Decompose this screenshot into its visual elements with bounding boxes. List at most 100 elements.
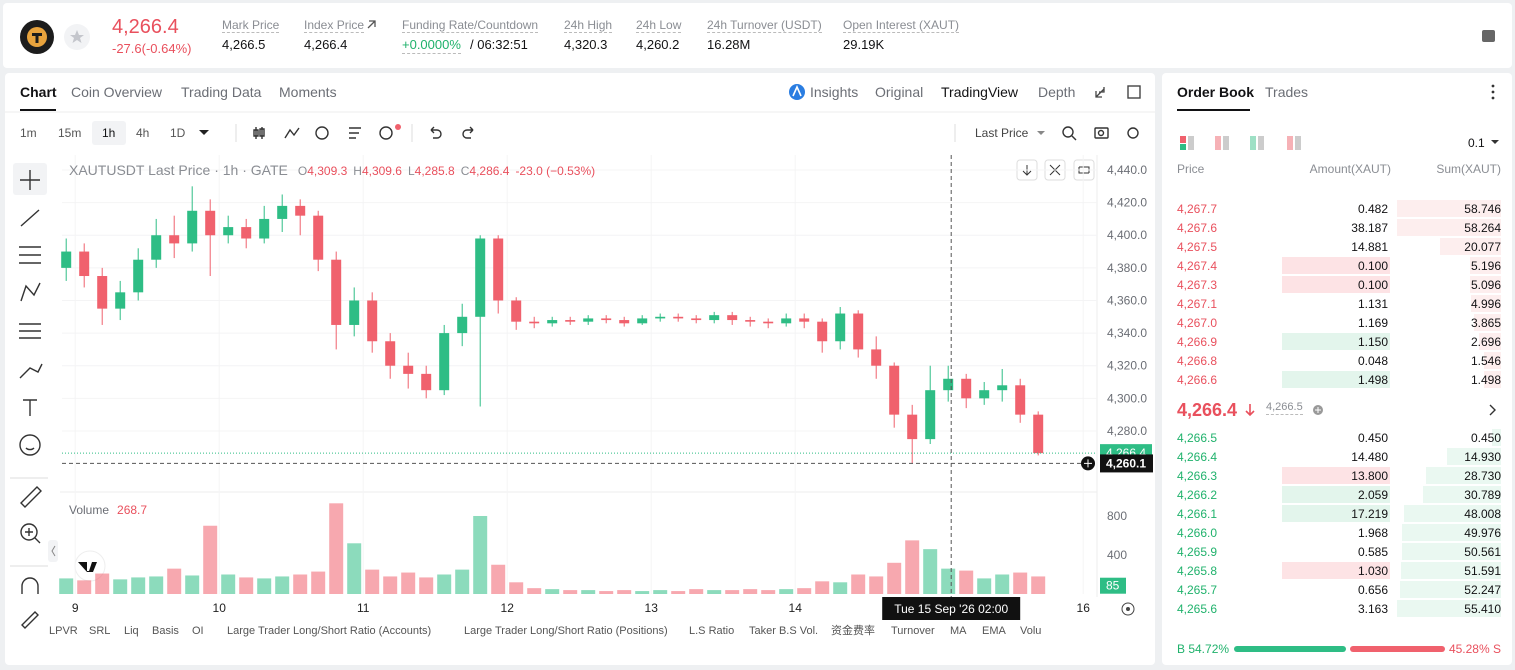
- volume-bar: [149, 576, 164, 594]
- candle-body: [799, 318, 810, 322]
- ohlc-value: 4,286.4: [469, 164, 509, 178]
- stat-label[interactable]: 24h Low: [636, 18, 682, 33]
- ob-sum: 4.996: [1470, 297, 1501, 311]
- ob-amount: 1.498: [1357, 373, 1388, 387]
- volume-bar: [959, 570, 974, 594]
- volume-bar: [419, 577, 434, 594]
- ob-amount: 1.131: [1357, 297, 1388, 311]
- ob-mark-price: 4,266.5: [1266, 401, 1303, 415]
- candle-body: [97, 276, 108, 309]
- amount-flash: [1282, 467, 1390, 484]
- indicator-tab[interactable]: 资金费率: [831, 625, 875, 637]
- indicator-tab[interactable]: MA: [950, 625, 967, 637]
- volume-bar: [563, 590, 578, 594]
- interval[interactable]: 1D: [170, 126, 186, 140]
- indicator-tab[interactable]: L.S Ratio: [689, 625, 735, 637]
- candle-body: [907, 414, 918, 440]
- stat-label[interactable]: Open Interest (XAUT): [843, 18, 960, 33]
- price-change: -27.6(-0.64%): [112, 41, 192, 56]
- indicator-tab[interactable]: Large Trader Long/Short Ratio (Positions…: [464, 625, 668, 637]
- indicator-tab[interactable]: Liq: [124, 625, 139, 637]
- depth-bar: [1484, 371, 1501, 388]
- indicator-tab[interactable]: LPVR: [49, 625, 78, 637]
- indicator-tab[interactable]: Large Trader Long/Short Ratio (Accounts): [227, 625, 432, 637]
- ob-sum: 5.096: [1470, 278, 1501, 292]
- ob-sum: 52.247: [1464, 583, 1501, 597]
- ob-amount: 0.585: [1357, 545, 1388, 559]
- chart-tab[interactable]: Coin Overview: [71, 84, 163, 100]
- ob-sum: 0.450: [1470, 431, 1501, 445]
- ob-sum: 3.865: [1470, 316, 1501, 330]
- volume-bar: [815, 581, 830, 594]
- x-tick-label: 9: [72, 601, 79, 615]
- stat-label[interactable]: 24h High: [564, 18, 613, 33]
- indicator-tab[interactable]: Turnover: [891, 625, 935, 637]
- crosshair-price-label: 4,260.1: [1106, 456, 1146, 470]
- precision[interactable]: 0.1: [1468, 136, 1485, 150]
- candle-body: [835, 313, 846, 342]
- ob-amount: 0.100: [1357, 259, 1388, 273]
- indicator-tab[interactable]: SRL: [89, 625, 111, 637]
- indicator-tab[interactable]: Taker B.S Vol.: [749, 625, 819, 637]
- volume-bar: [473, 515, 488, 594]
- depth-bar: [1397, 200, 1501, 217]
- ob-sum: 50.561: [1464, 545, 1501, 559]
- indicator-tab[interactable]: Basis: [152, 625, 179, 637]
- stat-value: 4,320.3: [564, 37, 608, 52]
- stat-value: 16.28M: [707, 37, 751, 52]
- candle-body: [637, 318, 648, 324]
- indicator-tab[interactable]: OI: [192, 625, 204, 637]
- depth-bar: [1426, 467, 1501, 484]
- crosshair-volume-box: [1100, 577, 1126, 594]
- candle-body: [115, 292, 126, 309]
- interval[interactable]: 1h: [102, 126, 116, 140]
- view-tab[interactable]: Original: [875, 84, 924, 100]
- indicator-tab[interactable]: EMA: [982, 625, 1006, 637]
- ob-sum: 28.730: [1464, 469, 1501, 483]
- static-icons: [5, 20, 1499, 150]
- depth-bar: [1440, 238, 1501, 255]
- candle-body: [475, 238, 486, 317]
- view-tab[interactable]: Insights: [810, 84, 859, 100]
- volume-title: Volume: [69, 503, 109, 517]
- chart-tab[interactable]: Trading Data: [181, 84, 262, 100]
- ohlc-value: 4,309.6: [362, 164, 402, 178]
- chart-tab[interactable]: Moments: [279, 84, 337, 100]
- ob-tab[interactable]: Order Book: [1177, 84, 1255, 100]
- candle-body: [889, 365, 900, 415]
- volume-bar: [221, 574, 236, 594]
- stat-label[interactable]: Index Price: [304, 18, 365, 33]
- stat-label[interactable]: Mark Price: [222, 18, 280, 33]
- interval[interactable]: 1m: [20, 126, 37, 140]
- chart-tab[interactable]: Chart: [20, 84, 57, 100]
- volume-bar: [383, 576, 398, 594]
- y-tick-label: 4,300.0: [1107, 391, 1147, 405]
- amount-flash: [1282, 257, 1390, 274]
- ob-tab[interactable]: Trades: [1265, 84, 1309, 100]
- candle-body: [223, 227, 234, 236]
- interval[interactable]: 4h: [136, 126, 150, 140]
- indicator-tab[interactable]: Volu: [1020, 625, 1042, 637]
- candle-body: [781, 318, 792, 324]
- stat-label[interactable]: 24h Turnover (USDT): [707, 18, 822, 33]
- candle-body: [385, 341, 396, 366]
- ob-sum: 20.077: [1464, 240, 1501, 254]
- volume-bar: [689, 589, 704, 594]
- y-tick-label: 4,440.0: [1107, 163, 1147, 177]
- volume-bar: [491, 564, 506, 594]
- ob-price: 4,267.1: [1177, 297, 1218, 311]
- stat-label[interactable]: Funding Rate/Countdown: [402, 18, 539, 33]
- ob-sum: 5.196: [1470, 259, 1501, 273]
- view-tab[interactable]: Depth: [1038, 84, 1076, 100]
- view-tab[interactable]: TradingView: [941, 84, 1019, 100]
- ob-price: 4,265.9: [1177, 545, 1218, 559]
- col-head: Amount(XAUT): [1309, 162, 1391, 176]
- ob-sum: 51.591: [1464, 564, 1501, 578]
- interval[interactable]: 15m: [58, 126, 82, 140]
- x-tick-label: 11: [357, 601, 370, 615]
- depth-bar: [1474, 314, 1501, 331]
- candle-body: [745, 320, 756, 322]
- candle-body: [205, 210, 216, 236]
- price-type[interactable]: Last Price: [975, 126, 1029, 140]
- ob-price: 4,266.3: [1177, 469, 1218, 483]
